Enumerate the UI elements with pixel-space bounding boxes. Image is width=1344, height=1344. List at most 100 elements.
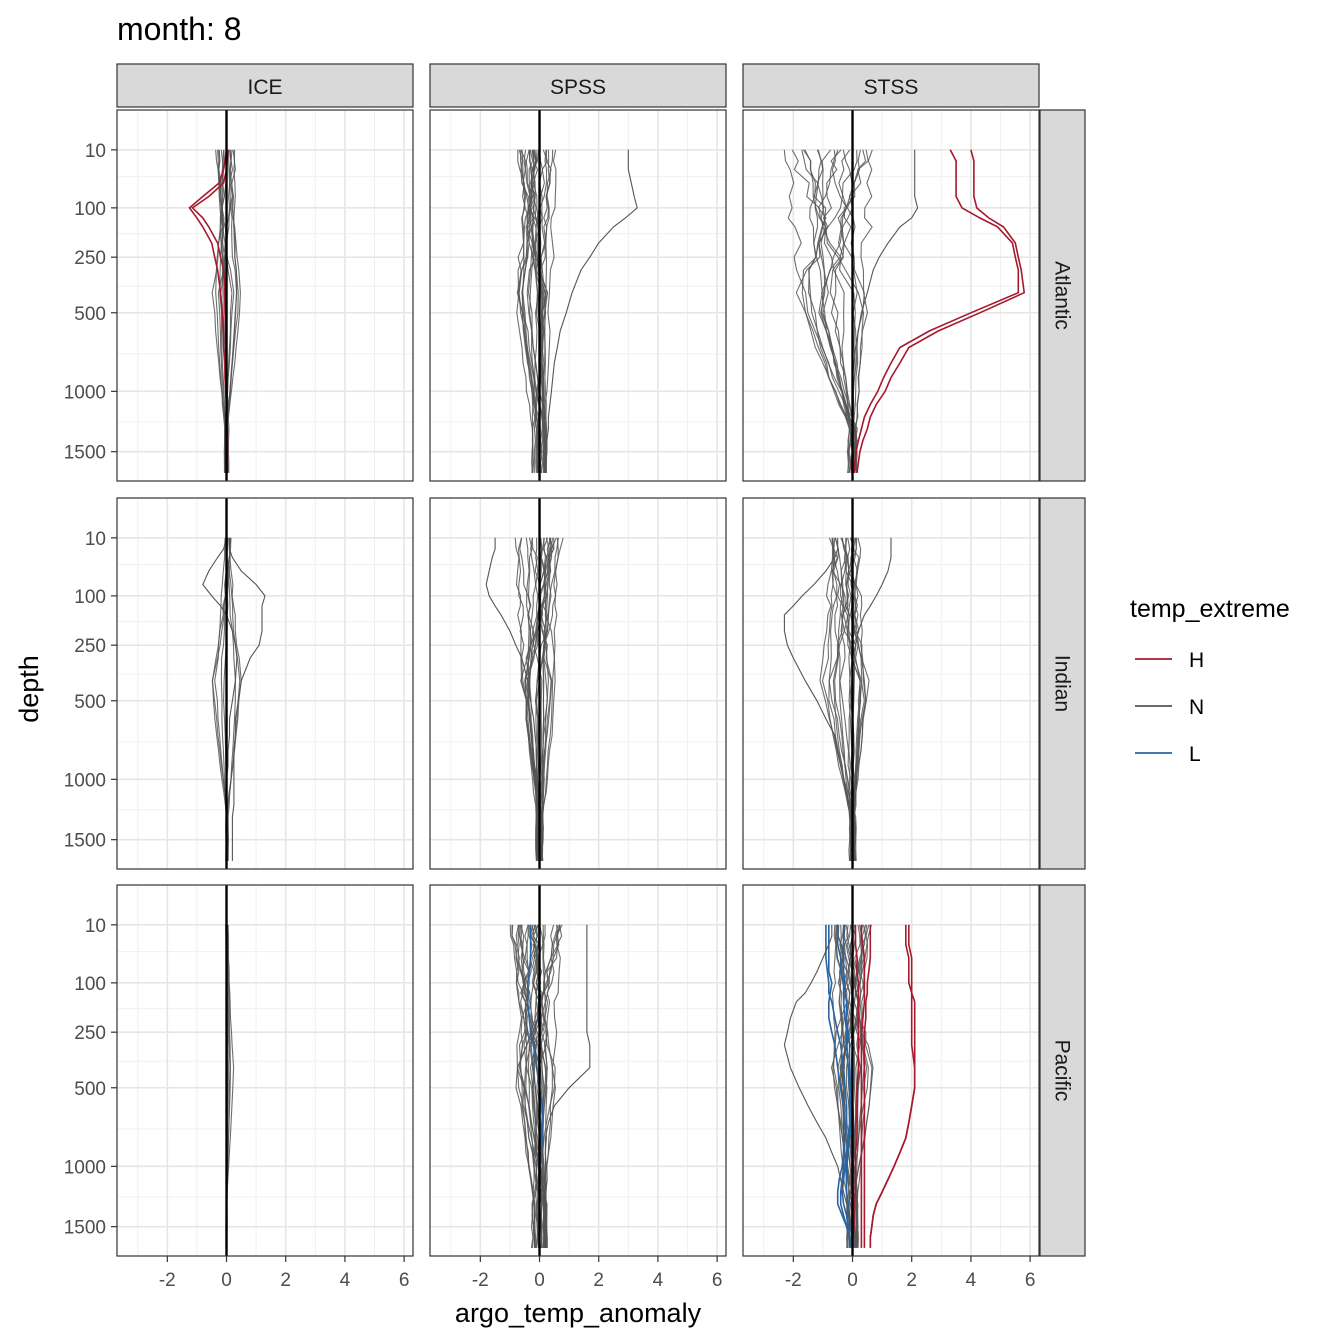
profile-line-N (524, 537, 557, 861)
y-axis-title: depth (14, 655, 44, 723)
profile-line-N (828, 537, 857, 861)
profile-line-N (217, 149, 236, 473)
profile-line-H (853, 149, 1020, 473)
profile-line-N (531, 924, 556, 1248)
panel-background (117, 498, 413, 869)
profile-line-N (831, 924, 856, 1248)
y-tick-label: 500 (74, 692, 106, 713)
y-tick-label: 1500 (64, 831, 106, 852)
facet-panel (429, 109, 727, 482)
panel-border (429, 109, 727, 482)
chart-title: month: 8 (117, 11, 242, 47)
x-tick-label: 4 (340, 1270, 351, 1291)
profile-line-N (214, 537, 229, 861)
panel-background (117, 110, 413, 481)
panel-background (743, 885, 1039, 1256)
y-tick-label: 500 (74, 304, 106, 325)
profile-line-N (540, 924, 548, 1248)
x-tick-label: -2 (785, 1270, 802, 1291)
x-tick-label: 2 (593, 1270, 604, 1291)
facet-panel (429, 884, 727, 1257)
y-tick-label: 10 (85, 916, 106, 937)
y-tick-label: 100 (74, 974, 106, 995)
column-strip-label: ICE (247, 76, 282, 99)
profile-line-N (808, 149, 858, 473)
x-tick-label: -2 (472, 1270, 489, 1291)
y-tick-label: 10 (85, 141, 106, 162)
profile-line-N (516, 149, 534, 473)
facet-panel (429, 497, 727, 870)
profile-line-N (519, 924, 543, 1248)
y-tick-label: 100 (74, 587, 106, 608)
panel-background (117, 885, 413, 1256)
profile-line-N (854, 149, 873, 474)
x-tick-label: 0 (534, 1270, 545, 1291)
row-strip (1039, 884, 1086, 1257)
profile-line-N (836, 924, 874, 1248)
profile-line-H (869, 924, 916, 1248)
y-tick-label: 100 (74, 199, 106, 220)
column-strip-label: STSS (864, 76, 919, 99)
y-tick-label: 1000 (64, 382, 106, 403)
panel-border (116, 884, 414, 1257)
panel-border (742, 497, 1040, 870)
facet-panel (742, 884, 1040, 1257)
profile-line-N (544, 149, 638, 473)
profile-line-N (531, 924, 546, 1248)
row-strip-label: Indian (1051, 655, 1074, 712)
panel-border (116, 109, 414, 482)
x-axis-title: argo_temp_anomaly (455, 1298, 702, 1328)
profile-line-N (521, 149, 538, 473)
profile-line-H (851, 924, 860, 1248)
y-tick-label: 250 (74, 636, 106, 657)
profile-line-N (803, 149, 851, 473)
panels-layer: ICE SPSS STSSAtlanticIndianPacific10100250… (64, 63, 1086, 1291)
profile-line-N (519, 924, 537, 1248)
panel-background (430, 110, 726, 481)
profile-line-H (860, 924, 866, 1248)
profile-line-N (531, 924, 544, 1248)
legend-label-L: L (1189, 743, 1201, 766)
profile-line-N (541, 537, 550, 861)
profile-line-N (509, 924, 546, 1248)
x-tick-label: 6 (1025, 1270, 1036, 1291)
panel-border (429, 497, 727, 870)
column-strip-label: SPSS (550, 76, 606, 99)
panel-border (116, 497, 414, 870)
facet-panel (116, 109, 414, 482)
x-tick-label: 0 (221, 1270, 232, 1291)
profile-line-N (853, 924, 860, 1248)
profile-line-N (783, 537, 854, 861)
profile-line-N (819, 537, 857, 861)
profile-line-N (544, 924, 591, 1248)
panel-background (430, 885, 726, 1256)
y-tick-label: 1000 (64, 1157, 106, 1178)
panel-border (429, 884, 727, 1257)
column-strip (116, 63, 414, 108)
x-tick-label: 4 (966, 1270, 977, 1291)
profile-line-N (523, 924, 559, 1248)
profile-line-H (863, 924, 872, 1248)
profile-line-N (532, 149, 548, 473)
profile-line-L (836, 924, 852, 1249)
profile-line-N (519, 149, 549, 473)
profile-line-L (827, 924, 854, 1249)
x-tick-label: 2 (906, 1270, 917, 1291)
row-strip-label: Atlantic (1051, 261, 1074, 330)
x-tick-label: 4 (653, 1270, 664, 1291)
y-tick-label: 500 (74, 1079, 106, 1100)
panel-border (742, 109, 1040, 482)
row-strip (1039, 497, 1086, 870)
profile-line-N (783, 924, 854, 1248)
profile-line-N (517, 149, 547, 473)
x-tick-label: -2 (159, 1270, 176, 1291)
profile-line-L (825, 924, 852, 1249)
row-strip-label: Pacific (1051, 1040, 1074, 1102)
y-tick-label: 250 (74, 248, 106, 269)
column-strip (429, 63, 727, 108)
profile-line-N (841, 924, 859, 1248)
legend: temp_extreme H N L (1130, 595, 1290, 766)
profile-line-N (228, 537, 266, 861)
facet-panel (116, 497, 414, 870)
